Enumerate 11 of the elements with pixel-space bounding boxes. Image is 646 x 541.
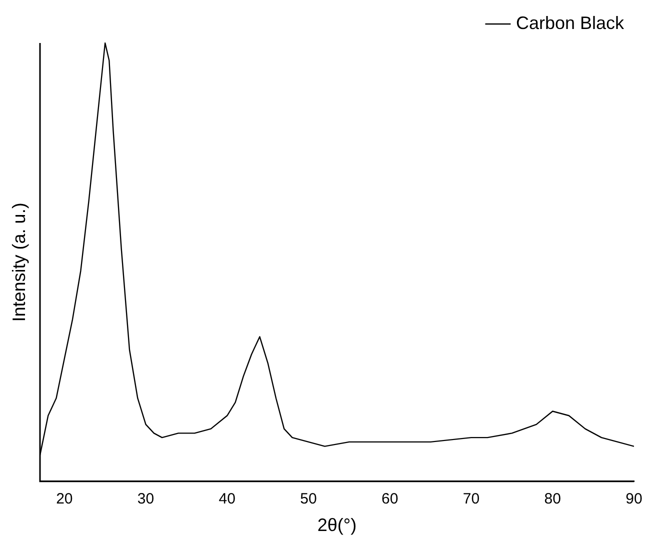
x-tick-label: 20 <box>56 490 73 508</box>
x-tick-label: 90 <box>626 490 642 508</box>
y-axis-title: Intensity (a. u.) <box>8 202 29 322</box>
legend-label: Carbon Black <box>516 12 625 33</box>
x-tick-label: 30 <box>137 490 154 508</box>
x-axis-title: 2θ(°) <box>317 515 357 536</box>
x-tick-label: 70 <box>462 490 480 508</box>
x-tick-label: 50 <box>300 490 317 508</box>
x-tick-label: 80 <box>544 490 561 508</box>
x-tick-label: 40 <box>218 490 236 508</box>
x-tick-label: 60 <box>382 490 398 508</box>
